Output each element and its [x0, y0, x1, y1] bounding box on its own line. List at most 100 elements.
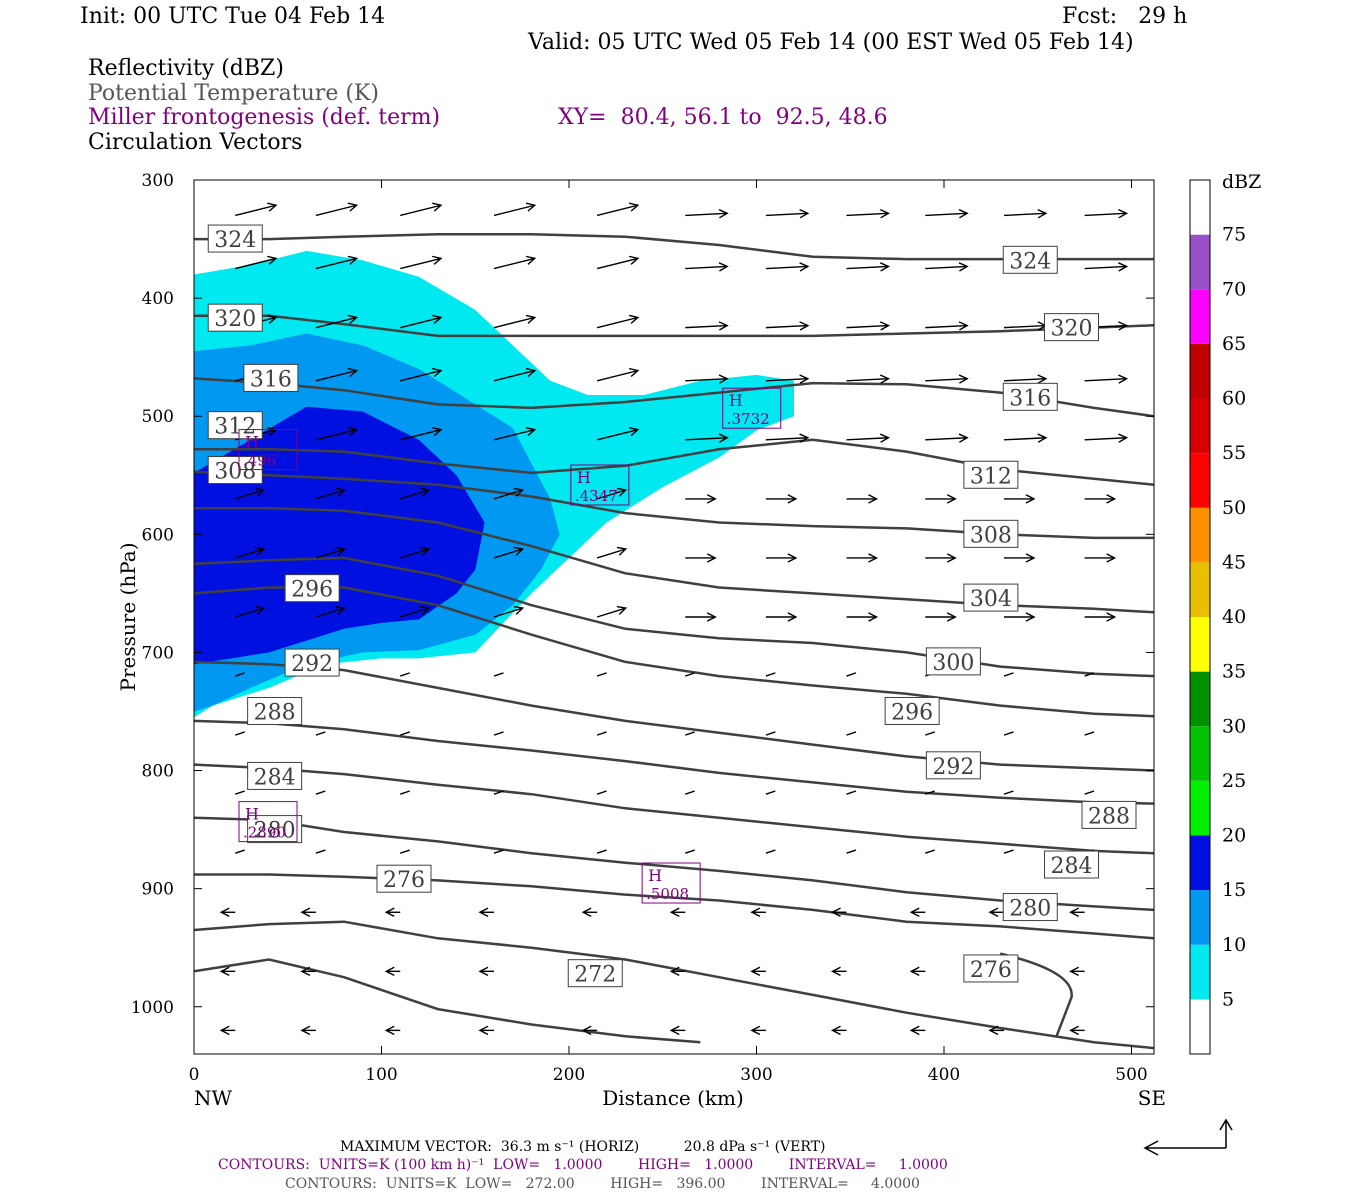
circulation-vector	[1084, 494, 1117, 504]
x-endpoint-nw: NW	[194, 1086, 233, 1110]
circulation-vector	[765, 262, 810, 272]
circulation-vector	[669, 907, 686, 917]
theta-contour-292	[194, 660, 1154, 772]
theta-label: 284	[1044, 850, 1099, 879]
circulation-vector	[765, 494, 798, 504]
frontogenesis-max: H.496	[238, 429, 298, 471]
colorbar-band	[1190, 999, 1210, 1054]
circulation-vector	[750, 1025, 766, 1036]
circulation-vector	[830, 966, 847, 977]
fronto-contour-note: CONTOURS: UNITS=K (100 km h)⁻¹ LOW= 1.00…	[218, 1157, 948, 1173]
field-frontogenesis: Miller frontogenesis (def. term)	[88, 105, 441, 130]
y-tick-label: 400	[142, 289, 174, 309]
contour-labels: 3243203163123082962922882842802762723243…	[207, 224, 1137, 988]
circulation-vector	[493, 731, 504, 736]
circulation-vector	[596, 426, 640, 441]
colorbar-label: 50	[1222, 497, 1246, 519]
y-tick-label: 700	[142, 643, 174, 663]
x-tick-label: 300	[740, 1065, 772, 1085]
circulation-vector	[300, 907, 316, 917]
theta-contour-320	[194, 314, 1154, 338]
y-axis-title: Pressure (hPa)	[116, 543, 140, 692]
circulation-vector	[315, 605, 346, 618]
theta-contour-272	[194, 920, 1154, 1050]
theta-label: 308	[963, 519, 1019, 548]
circulation-vector	[596, 605, 628, 618]
circulation-vector	[493, 605, 525, 618]
theta-label: 316	[1002, 382, 1058, 411]
theta-label-text: 324	[214, 228, 256, 253]
circulation-vector	[765, 790, 776, 795]
circulation-vector	[478, 1025, 494, 1036]
frontogenesis-max-letter: H	[577, 468, 591, 487]
circulation-vector	[685, 321, 729, 331]
theta-label-text: 316	[250, 367, 292, 392]
frontogenesis-max-letter: H	[245, 805, 259, 824]
theta-label-text: 312	[970, 464, 1012, 489]
theta-label-text: 296	[891, 700, 933, 725]
circulation-vector	[596, 849, 607, 854]
circulation-vector	[300, 966, 316, 977]
colorbar-band	[1190, 453, 1210, 508]
circulation-vector	[1003, 433, 1048, 443]
field-vectors: Circulation Vectors	[88, 130, 303, 155]
circulation-vector	[235, 790, 245, 795]
circulation-vector	[1003, 321, 1048, 331]
colorbar-band	[1190, 507, 1210, 563]
forecast-hour: Fcst: 29 h	[1062, 4, 1188, 29]
colorbar-unit: dBZ	[1222, 171, 1261, 193]
theta-contour-300	[194, 556, 1154, 678]
theta-label: 300	[925, 647, 981, 676]
circulation-vector	[1004, 494, 1036, 504]
circulation-vector	[384, 1025, 401, 1036]
theta-label-text: 276	[970, 958, 1012, 983]
colorbar-label: 65	[1222, 333, 1246, 355]
y-tick-label: 300	[142, 171, 174, 191]
frontogenesis-max-value: .2890	[243, 824, 286, 842]
theta-label: 320	[207, 303, 263, 332]
circulation-vector	[765, 433, 810, 443]
plot-frame	[193, 179, 1155, 1055]
theta-label: 324	[207, 224, 263, 253]
theta-label-text: 308	[970, 523, 1012, 548]
y-tick-label: 1000	[131, 998, 174, 1018]
theta-label-text: 300	[932, 651, 974, 676]
circulation-vector	[765, 849, 776, 854]
circulation-vector	[1003, 731, 1014, 736]
circulation-vector	[596, 202, 640, 217]
valid-time: Valid: 05 UTC Wed 05 Feb 14 (00 EST Wed …	[528, 30, 1134, 55]
circulation-vector	[685, 731, 695, 736]
circulation-vector	[493, 790, 504, 795]
field-theta: Potential Temperature (K)	[88, 81, 379, 106]
circulation-vector	[400, 255, 443, 270]
circulation-vector	[1003, 672, 1014, 677]
circulation-vector	[315, 731, 326, 736]
theta-label: 276	[376, 864, 432, 893]
circulation-vector	[685, 790, 695, 795]
circulation-vector	[493, 487, 525, 500]
circulation-vector	[925, 731, 935, 736]
circulation-vector	[235, 255, 278, 270]
circulation-vector	[315, 426, 359, 441]
frontogenesis-max-value: .3732	[727, 410, 770, 428]
circulation-vector	[765, 209, 810, 219]
theta-label: 312	[207, 411, 263, 440]
circulation-vector	[846, 321, 890, 331]
circulation-vector	[400, 849, 410, 854]
colorbar: 5 10 15 20 25 30 35 40 45 50 55 60 65 70 75 dBZ	[1189, 171, 1261, 1055]
circulation-vector	[596, 487, 628, 500]
y-tick-label: 600	[142, 525, 174, 545]
circulation-vector	[400, 672, 410, 677]
x-tick-label: 400	[928, 1065, 960, 1085]
circulation-vector	[846, 849, 857, 854]
circulation-vector	[400, 314, 443, 329]
colorbar-label: 25	[1222, 770, 1246, 792]
x-endpoint-se: SE	[1138, 1086, 1166, 1110]
theta-label: 312	[963, 460, 1019, 489]
circulation-vector	[685, 849, 695, 854]
theta-label: 292	[925, 751, 981, 780]
theta-label: 280	[1002, 893, 1058, 922]
circulation-vector	[596, 672, 607, 677]
circulation-vector	[1003, 374, 1048, 384]
